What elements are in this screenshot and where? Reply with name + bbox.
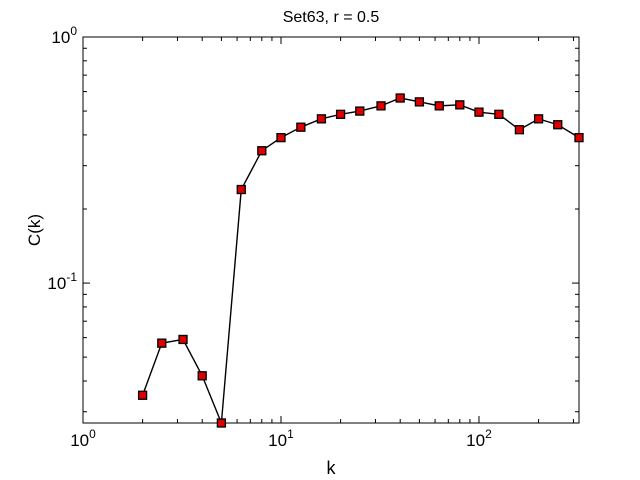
data-point-marker: [553, 120, 563, 130]
data-point-marker: [178, 334, 188, 345]
data-point-marker: [514, 125, 525, 135]
series-group: [137, 93, 584, 428]
y-tick-label: 100: [51, 24, 77, 47]
x-tick-label: 101: [268, 427, 294, 450]
data-point-marker: [376, 101, 386, 111]
data-point-marker: [335, 109, 346, 119]
y-axis-label: C(k): [25, 214, 44, 246]
x-tick-label: 102: [466, 427, 492, 450]
data-point-marker: [157, 338, 167, 348]
data-point-marker: [257, 146, 267, 156]
data-point-marker: [395, 93, 405, 103]
data-point-marker: [296, 122, 306, 132]
data-point-marker: [197, 371, 207, 381]
data-point-marker: [434, 101, 444, 111]
data-point-marker: [533, 114, 544, 124]
x-axis-label: k: [327, 458, 337, 478]
axis-ticks: [82, 36, 579, 423]
chart-title: Set63, r = 0.5: [283, 9, 380, 26]
data-point-marker: [355, 106, 365, 116]
data-point-marker: [236, 184, 246, 195]
data-point-marker: [276, 132, 286, 143]
data-point-marker: [316, 114, 327, 124]
data-point-marker: [474, 107, 484, 117]
data-point-marker: [574, 132, 584, 143]
data-point-marker: [137, 390, 148, 400]
series-line: [141, 97, 580, 424]
plot-area-frame: [82, 36, 580, 424]
tick-labels: 100 101 102 10-1 100: [47, 24, 492, 450]
data-point-marker: [414, 97, 425, 107]
data-point-marker: [494, 109, 504, 119]
data-point-marker: [216, 418, 227, 428]
y-tick-label: 10-1: [47, 270, 77, 293]
data-point-marker: [455, 100, 465, 110]
x-tick-label: 100: [70, 427, 96, 450]
